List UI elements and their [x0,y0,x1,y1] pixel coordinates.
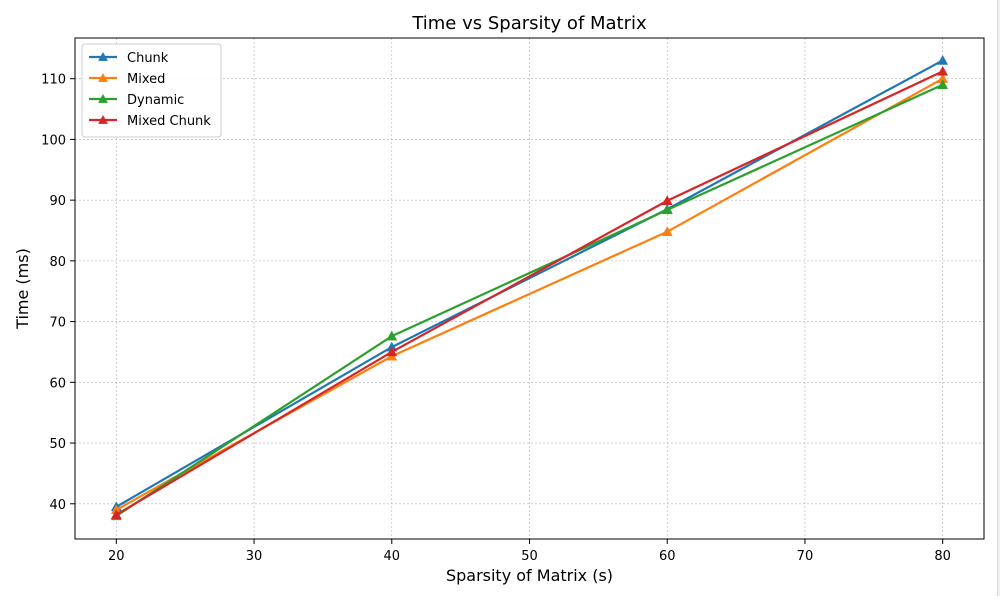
x-tick-label: 20 [108,549,125,564]
x-tick-label: 60 [659,549,676,564]
legend-label-chunk: Chunk [127,51,169,66]
y-tick-label: 100 [41,133,66,148]
legend-marker-dynamic [98,93,108,103]
data-point-mixed-chunk [661,195,673,205]
window-edge [997,0,1000,596]
data-point-mixed [661,226,673,236]
data-point-mixed-chunk [110,509,122,519]
legend-marker-mixed [98,72,108,82]
legend-marker-mixed-chunk [98,114,108,124]
x-tick-label: 80 [934,549,951,564]
y-tick-label: 70 [49,316,66,331]
legend-box [81,43,222,138]
data-point-dynamic [386,330,398,341]
chart-title: Time vs Sparsity of Matrix [411,13,647,34]
y-tick-label: 110 [41,73,66,88]
x-tick-label: 30 [246,549,263,564]
series-lines [110,54,949,521]
grid [75,38,984,539]
series-line-mixed-chunk [115,70,944,516]
data-point-mixed-chunk [386,346,398,357]
series-line-dynamic [115,83,944,517]
x-tick-label: 70 [797,549,814,564]
legend-label-mixed: Mixed [127,72,165,87]
axis-ticks: 20 30 40 50 60 70 80 40 50 60 70 80 90 100 110 [41,73,951,564]
x-tick-label: 50 [521,549,538,564]
legend-label-mixed-chunk: Mixed Chunk [127,114,211,129]
legend-marker-chunk [98,51,108,61]
y-tick-label: 60 [49,376,66,391]
x-tick-label: 40 [383,549,400,564]
y-tick-label: 80 [49,255,66,270]
legend: Chunk Mixed Dynamic Mixed Chunk [81,43,222,138]
y-axis-label: Time (ms) [13,248,32,330]
y-tick-label: 50 [49,437,66,452]
y-tick-label: 90 [49,194,66,209]
data-point-chunk [937,54,949,65]
data-point-dynamic [937,79,949,90]
legend-label-dynamic: Dynamic [127,93,184,108]
y-tick-label: 40 [49,498,66,513]
data-point-dynamic [661,204,673,215]
x-axis-label: Sparsity of Matrix (s) [446,566,613,585]
data-point-mixed-chunk [937,65,949,76]
